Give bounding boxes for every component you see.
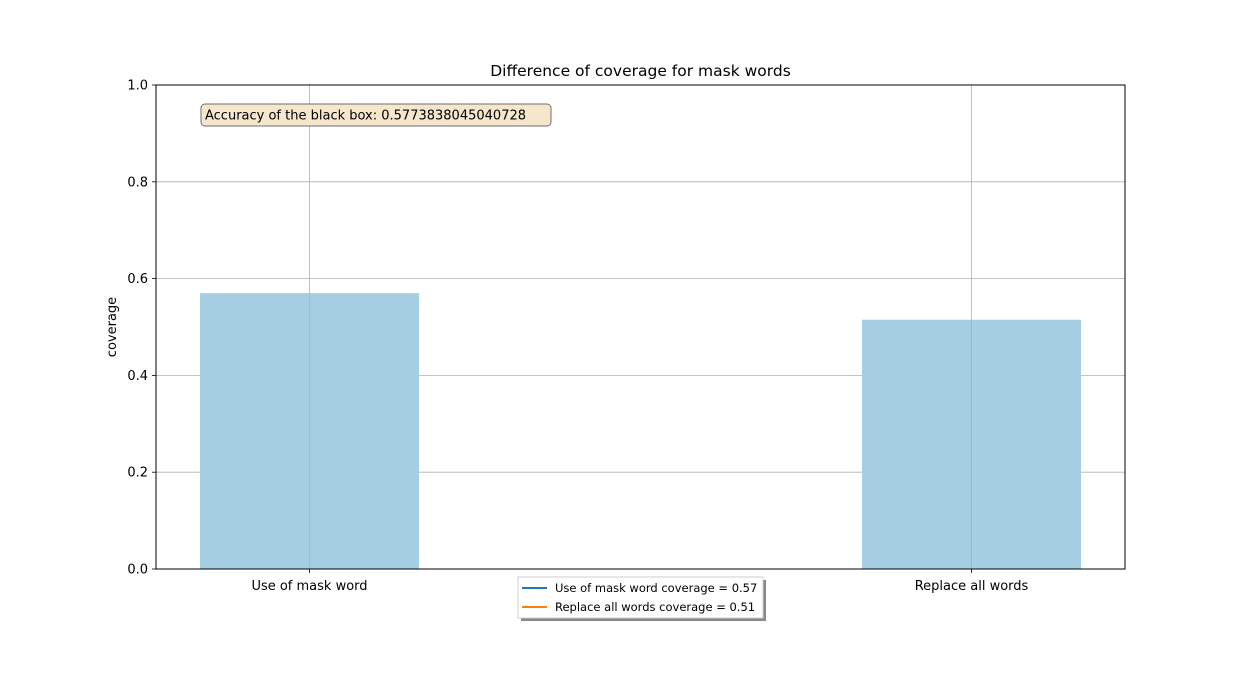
chart-title: Difference of coverage for mask words (490, 62, 791, 80)
y-tick-label: 1.0 (127, 79, 148, 94)
y-tick-label: 0.0 (127, 563, 148, 578)
x-tick-label: Replace all words (915, 579, 1029, 594)
plot-frame (155, 84, 1126, 570)
y-tick-label: 0.4 (127, 369, 148, 384)
annotation-text: Accuracy of the black box: 0.57738380450… (205, 109, 526, 124)
legend-box (517, 576, 764, 619)
y-tick-label: 0.6 (127, 272, 148, 287)
legend: Use of mask word coverage = 0.57 Replace… (517, 576, 766, 621)
x-tick-label: Use of mask word (251, 579, 367, 594)
y-ticks: 0.0 0.2 0.4 0.6 0.8 1.0 (127, 79, 156, 578)
y-tick-label: 0.2 (127, 466, 148, 481)
annotation-box-background (200, 103, 552, 127)
legend-label-replace-all: Replace all words coverage = 0.51 (555, 600, 755, 614)
y-tick-label: 0.8 (127, 175, 148, 190)
x-ticks: Use of mask word Replace all words (251, 569, 1029, 594)
x-grid-lines (309, 85, 972, 569)
annotation-box: Accuracy of the black box: 0.57738380450… (200, 103, 552, 127)
bars (200, 293, 1081, 569)
y-axis-label: coverage (105, 297, 120, 357)
legend-label-mask-word: Use of mask word coverage = 0.57 (555, 581, 757, 595)
